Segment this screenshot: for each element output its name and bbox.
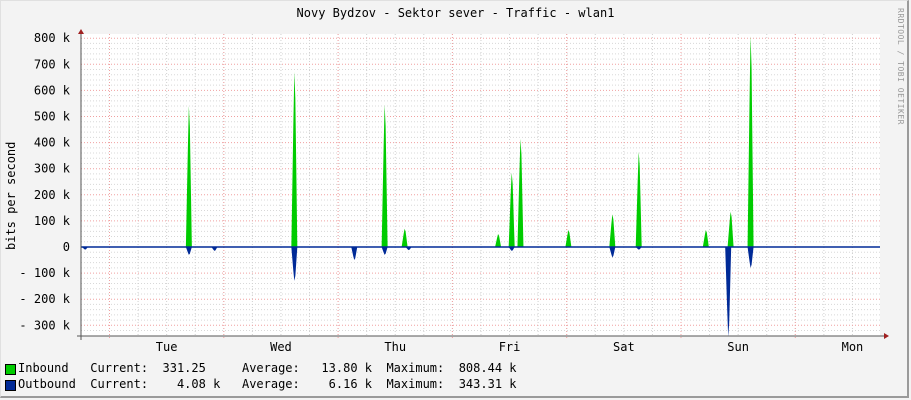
outbound-legend: Outbound Current: 4.08 k Average: 6.16 k… <box>18 377 517 391</box>
outbound-spike <box>211 247 218 251</box>
y-tick-label: 100 k <box>34 214 71 228</box>
y-tick-label: 600 k <box>34 83 71 97</box>
x-tick-label: Sat <box>613 340 635 354</box>
outbound-spike <box>185 247 192 255</box>
inbound-spike <box>609 214 616 247</box>
y-tick-label: 0 <box>63 240 70 254</box>
x-tick-label: Thu <box>384 340 406 354</box>
outbound-spike <box>381 247 388 255</box>
inbound-spike <box>508 172 515 247</box>
x-tick-label: Fri <box>499 340 521 354</box>
inbound-spike <box>517 138 524 247</box>
y-tick-label: - 300 k <box>19 318 70 332</box>
inbound-spike <box>495 233 502 247</box>
inbound-spike <box>401 228 408 247</box>
outbound-spike <box>351 247 358 261</box>
inbound-spike <box>727 211 734 247</box>
y-tick-label: 400 k <box>34 136 71 150</box>
outbound-spike <box>725 247 732 337</box>
x-axis-arrow-icon <box>884 333 889 339</box>
inbound-spike <box>702 230 709 247</box>
inbound-spike <box>291 72 298 247</box>
y-axis-arrow-icon <box>78 29 84 34</box>
outbound-spike <box>747 247 754 268</box>
inbound-spike <box>381 104 388 247</box>
x-tick-label: Wed <box>270 340 292 354</box>
outbound-legend-swatch <box>5 380 16 391</box>
y-tick-label: - 200 k <box>19 292 70 306</box>
y-tick-label: 500 k <box>34 110 71 124</box>
outbound-spike <box>609 247 616 258</box>
y-tick-label: - 100 k <box>19 266 70 280</box>
outbound-spike <box>291 247 298 281</box>
inbound-legend-swatch <box>5 364 16 375</box>
inbound-spike <box>635 151 642 247</box>
inbound-spike <box>565 230 572 247</box>
y-tick-label: 200 k <box>34 188 71 202</box>
y-tick-label: 800 k <box>34 31 71 45</box>
inbound-spike <box>185 106 192 247</box>
inbound-spike <box>747 35 754 247</box>
x-tick-label: Tue <box>156 340 178 354</box>
chart-title: Novy Bydzov - Sektor sever - Traffic - w… <box>296 6 615 20</box>
outbound-spike <box>405 247 412 251</box>
outbound-spike <box>508 247 515 251</box>
inbound-legend: Inbound Current: 331.25 Average: 13.80 k… <box>18 361 517 375</box>
x-tick-label: Sun <box>727 340 749 354</box>
y-tick-label: 700 k <box>34 57 71 71</box>
y-tick-label: 300 k <box>34 162 71 176</box>
rrdtool-watermark: RRDTOOL / TOBI OETIKER <box>896 8 905 125</box>
x-tick-label: Mon <box>842 340 864 354</box>
